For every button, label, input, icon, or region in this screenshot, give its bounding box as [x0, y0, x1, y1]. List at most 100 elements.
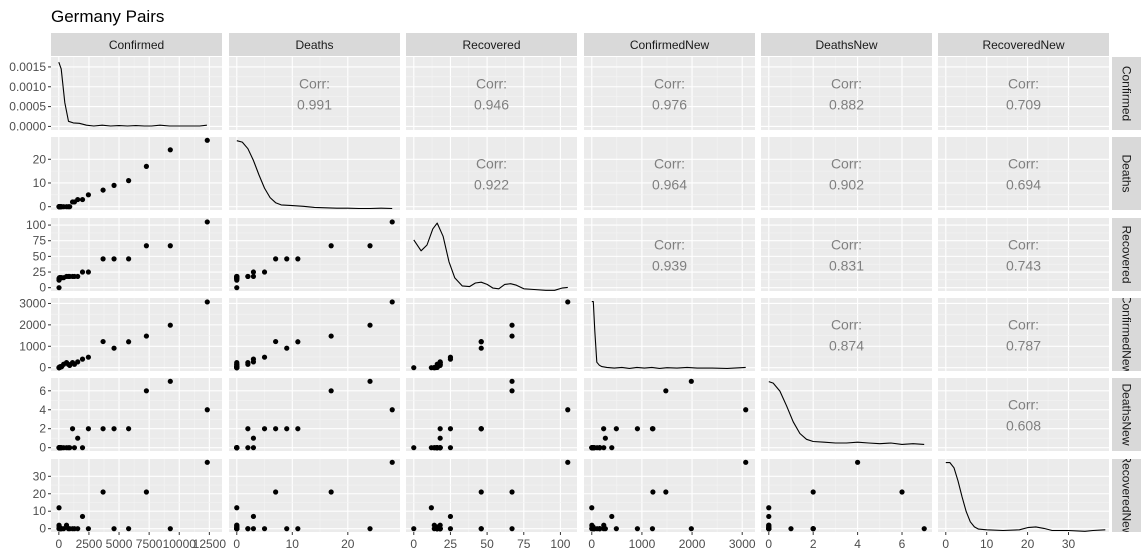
- strip-label: DeathsNew: [815, 38, 877, 52]
- panel-background: [584, 218, 755, 291]
- panel-background: [406, 378, 577, 451]
- panel-recovered-recoverednew: Corr: 0.743: [938, 218, 1109, 291]
- data-point: [447, 513, 454, 520]
- scatter-points: [56, 459, 210, 532]
- data-point: [447, 354, 454, 360]
- data-point: [245, 426, 251, 432]
- strip-label: DeathsNew: [1120, 383, 1134, 445]
- panel-deaths-confirmed: [51, 137, 222, 210]
- corr-value: 0.608: [1006, 418, 1041, 434]
- gridlines: [406, 137, 577, 210]
- data-point: [85, 269, 92, 275]
- data-point: [126, 178, 132, 184]
- scatter-points: [766, 459, 927, 532]
- x-tick-label: 4: [854, 537, 861, 551]
- strip-background: [406, 33, 577, 56]
- panel-recovered-confirmed: [51, 218, 222, 291]
- density-curve: [413, 222, 568, 291]
- gridlines: [938, 57, 1109, 130]
- density-curve: [58, 62, 207, 127]
- panel-background: [761, 459, 932, 532]
- data-point: [261, 354, 268, 360]
- data-point: [565, 407, 571, 413]
- strip-top-recovered: Recovered: [406, 33, 577, 56]
- data-point: [367, 322, 373, 328]
- data-point: [273, 338, 279, 345]
- y-tick-label: 10: [33, 504, 47, 518]
- scatter-points: [56, 299, 210, 371]
- data-point: [437, 445, 443, 451]
- data-point: [597, 445, 603, 451]
- data-point: [234, 273, 240, 280]
- data-point: [250, 513, 257, 520]
- data-point: [85, 354, 92, 360]
- data-point: [261, 526, 268, 532]
- y-tick-label: 0: [39, 441, 46, 455]
- panel-confirmednew-recoverednew: Corr: 0.787: [938, 298, 1109, 371]
- y-axis-confirmednew: 0 1000 2000 3000: [19, 296, 51, 375]
- data-point: [85, 192, 92, 198]
- data-point: [788, 526, 794, 532]
- gridlines: [761, 459, 932, 532]
- data-point: [100, 426, 106, 432]
- data-point: [389, 299, 395, 305]
- data-point: [688, 526, 694, 532]
- scatter-points: [234, 459, 395, 532]
- panel-confirmed-deathsnew: Corr: 0.882: [761, 57, 932, 130]
- data-point: [447, 426, 454, 432]
- panel-background: [51, 218, 222, 291]
- strip-background: [1112, 218, 1141, 291]
- scatter-points: [411, 378, 571, 451]
- data-point: [61, 526, 67, 532]
- data-point: [143, 489, 149, 495]
- data-point: [245, 526, 251, 532]
- corr-label: Corr:: [299, 76, 330, 92]
- data-point: [245, 445, 251, 451]
- gridlines: [51, 218, 222, 291]
- x-tick-label: 20: [341, 537, 355, 551]
- data-point: [609, 513, 615, 520]
- data-point: [79, 513, 86, 520]
- gridlines: [761, 298, 932, 371]
- scatter-points: [56, 137, 210, 210]
- panel-confirmed-deaths: Corr: 0.991: [229, 57, 400, 130]
- strip-label: ConfirmedNew: [1120, 295, 1134, 375]
- data-point: [75, 526, 81, 532]
- panel-background: [51, 298, 222, 371]
- y-tick-label: 4: [39, 403, 46, 417]
- x-axis-deathsnew: 0 2 4 6: [765, 532, 906, 551]
- corr-label: Corr:: [476, 76, 507, 92]
- data-point: [295, 339, 301, 345]
- data-point: [143, 388, 149, 394]
- strip-label: RecoveredNew: [1120, 454, 1134, 536]
- data-point: [328, 333, 334, 339]
- panel-background: [51, 459, 222, 532]
- data-point: [67, 445, 73, 451]
- data-point: [389, 219, 395, 225]
- strip-background: [229, 33, 400, 56]
- panel-background: [229, 298, 400, 371]
- panel-background: [584, 378, 755, 451]
- data-point: [250, 356, 257, 362]
- x-tick-label: 1000: [629, 537, 656, 551]
- panel-recovered-recovered: [406, 218, 577, 291]
- panel-background: [406, 459, 577, 532]
- strip-background: [584, 33, 755, 56]
- data-point: [295, 426, 301, 432]
- data-point: [367, 243, 373, 249]
- panel-confirmednew-deaths: [229, 298, 400, 371]
- corr-label: Corr:: [1008, 397, 1039, 413]
- gridlines: [51, 459, 222, 532]
- corr-value: 0.743: [1006, 258, 1041, 274]
- data-point: [100, 187, 106, 193]
- corr-value: 0.882: [829, 97, 864, 113]
- x-tick-label: 20: [1021, 537, 1035, 551]
- x-tick-label: 12500: [193, 537, 227, 551]
- y-tick-label: 3000: [19, 296, 46, 310]
- data-point: [75, 435, 81, 441]
- x-tick-label: 75: [517, 537, 531, 551]
- strip-label: Recovered: [462, 38, 520, 52]
- gridlines: [938, 137, 1109, 210]
- gridlines: [229, 378, 400, 451]
